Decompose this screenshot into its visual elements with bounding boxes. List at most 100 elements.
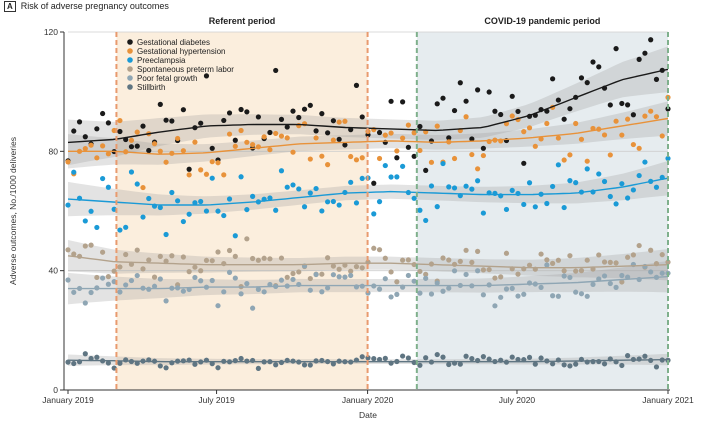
data-point bbox=[238, 127, 244, 134]
data-point bbox=[578, 136, 585, 142]
data-point bbox=[348, 179, 354, 185]
data-point bbox=[117, 117, 123, 124]
data-point bbox=[342, 142, 348, 148]
data-point bbox=[128, 277, 135, 284]
data-point bbox=[353, 264, 360, 270]
data-point bbox=[613, 46, 619, 52]
data-point bbox=[65, 159, 71, 165]
data-point bbox=[82, 146, 88, 152]
data-point bbox=[636, 145, 642, 151]
data-point bbox=[509, 187, 515, 194]
data-point bbox=[423, 217, 429, 224]
data-point bbox=[261, 289, 267, 295]
data-point bbox=[376, 199, 383, 205]
data-point bbox=[578, 75, 585, 81]
data-point bbox=[428, 159, 435, 165]
legend-marker bbox=[127, 48, 133, 54]
data-point bbox=[469, 259, 475, 265]
data-point bbox=[330, 263, 336, 269]
data-point bbox=[561, 116, 567, 122]
data-point bbox=[232, 137, 238, 143]
data-point bbox=[607, 259, 613, 265]
data-point bbox=[423, 271, 429, 277]
data-point bbox=[100, 175, 106, 182]
data-point bbox=[267, 256, 273, 262]
data-point bbox=[434, 123, 440, 129]
data-point bbox=[157, 148, 163, 154]
data-point bbox=[521, 291, 527, 297]
data-point bbox=[503, 250, 510, 256]
confidence-band bbox=[68, 46, 668, 166]
data-point bbox=[411, 130, 417, 136]
period-background bbox=[116, 32, 368, 390]
data-point bbox=[278, 255, 285, 261]
data-point bbox=[175, 198, 181, 204]
data-point bbox=[232, 253, 238, 259]
trend-line bbox=[68, 117, 669, 155]
data-point bbox=[290, 108, 296, 114]
data-point bbox=[451, 185, 458, 191]
data-point bbox=[526, 125, 533, 131]
data-point bbox=[313, 128, 319, 134]
data-point bbox=[590, 359, 596, 365]
data-point bbox=[203, 208, 210, 214]
data-point bbox=[526, 354, 533, 361]
data-point bbox=[405, 272, 411, 279]
data-point bbox=[486, 356, 492, 362]
data-point bbox=[203, 73, 210, 79]
data-point bbox=[515, 271, 521, 277]
data-point bbox=[480, 145, 486, 151]
data-point bbox=[509, 285, 515, 291]
data-point bbox=[319, 289, 325, 295]
data-point bbox=[307, 287, 313, 293]
data-point bbox=[209, 175, 215, 181]
data-point bbox=[359, 114, 365, 120]
data-point bbox=[596, 252, 602, 258]
data-point bbox=[388, 98, 394, 104]
data-point bbox=[665, 259, 671, 265]
data-point bbox=[71, 251, 77, 257]
data-point bbox=[105, 184, 111, 190]
data-point bbox=[313, 358, 319, 364]
data-point bbox=[169, 253, 175, 259]
data-point bbox=[376, 356, 383, 363]
axes: 0 40 80 120 January 2019 July 2019 January 202… bbox=[8, 27, 694, 420]
data-point bbox=[619, 279, 625, 285]
data-point bbox=[267, 195, 273, 201]
data-point bbox=[607, 280, 613, 287]
data-point bbox=[446, 257, 452, 263]
data-point bbox=[146, 257, 152, 263]
data-point bbox=[209, 258, 215, 264]
data-point bbox=[388, 130, 394, 136]
data-point bbox=[625, 195, 631, 201]
data-point bbox=[330, 272, 336, 278]
data-point bbox=[221, 117, 227, 124]
data-point bbox=[440, 255, 446, 261]
data-point bbox=[400, 353, 406, 359]
data-point bbox=[440, 95, 446, 101]
data-point bbox=[400, 163, 406, 169]
data-point bbox=[584, 158, 590, 164]
x-axis-title: Date bbox=[359, 410, 377, 420]
data-point bbox=[203, 171, 210, 177]
data-point bbox=[105, 360, 111, 366]
legend-marker bbox=[127, 75, 133, 81]
data-point bbox=[342, 274, 348, 280]
data-point bbox=[319, 271, 325, 277]
data-point bbox=[307, 190, 313, 196]
data-point bbox=[157, 276, 163, 282]
data-point bbox=[250, 193, 256, 199]
data-point bbox=[509, 113, 515, 119]
data-point bbox=[573, 120, 579, 127]
data-point bbox=[440, 288, 446, 294]
data-point bbox=[226, 269, 233, 275]
data-point bbox=[653, 114, 660, 120]
data-point bbox=[128, 144, 135, 150]
data-point bbox=[290, 182, 296, 188]
data-point bbox=[82, 243, 88, 249]
data-point bbox=[573, 289, 579, 295]
x-tick-label: July 2019 bbox=[198, 395, 235, 405]
data-point bbox=[278, 116, 285, 122]
data-point bbox=[163, 365, 169, 371]
data-point bbox=[128, 169, 135, 175]
